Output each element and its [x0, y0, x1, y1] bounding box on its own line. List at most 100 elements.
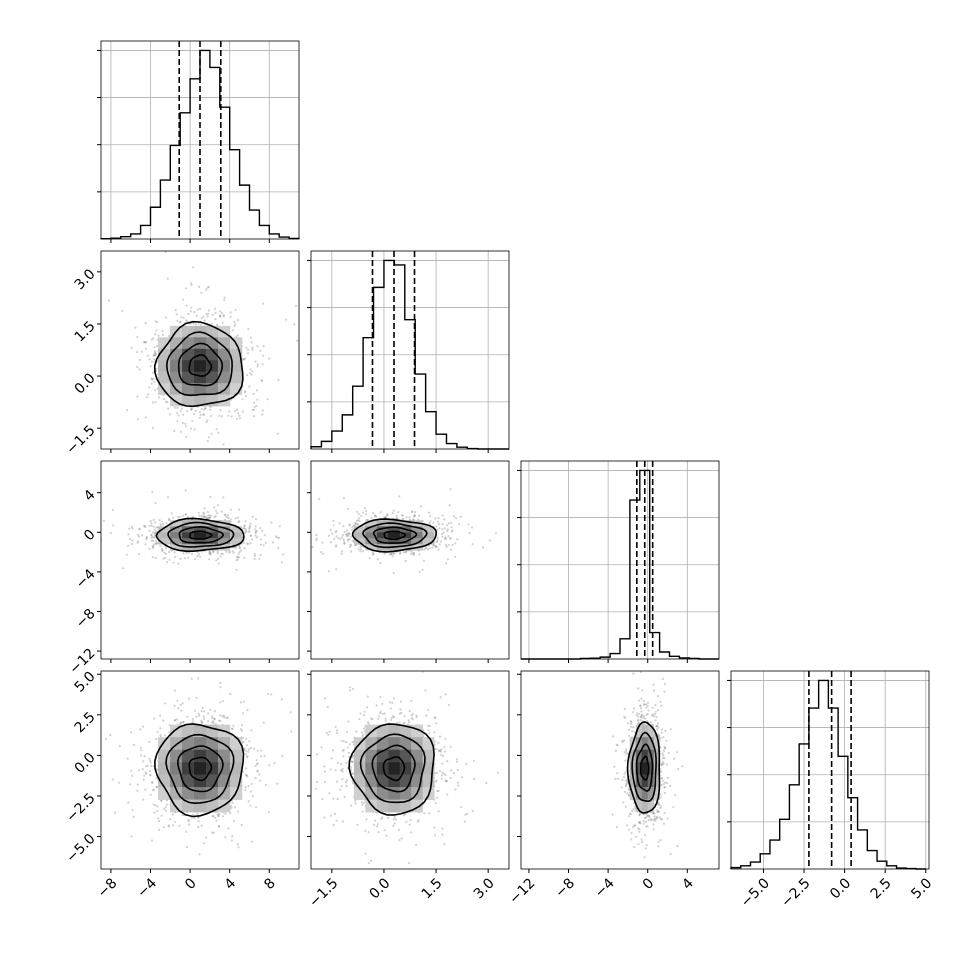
density-cell	[194, 360, 207, 373]
scatter-point	[365, 818, 368, 821]
scatter-point	[219, 555, 222, 558]
scatter-point	[633, 824, 636, 827]
scatter-point	[198, 285, 201, 288]
scatter-point	[392, 509, 395, 512]
scatter-point	[418, 553, 421, 556]
scatter-point	[146, 764, 149, 767]
scatter-point	[322, 552, 325, 555]
scatter-point	[201, 707, 204, 710]
scatter-point	[441, 771, 444, 774]
scatter-point	[637, 827, 640, 830]
scatter-point	[157, 396, 161, 399]
scatter-point	[639, 719, 642, 722]
density-cell	[422, 749, 435, 763]
scatter-point	[355, 519, 358, 523]
scatter-point	[640, 838, 643, 841]
scatter-point	[180, 709, 183, 712]
scatter-point	[639, 812, 642, 815]
scatter-point	[256, 345, 259, 348]
scatter-point	[336, 798, 339, 801]
density-cell	[641, 762, 649, 775]
contour-line-1	[371, 744, 416, 793]
scatter-point	[158, 519, 161, 522]
scatter-point	[652, 715, 656, 718]
scatter-point	[154, 530, 157, 533]
density-cell	[182, 538, 195, 545]
scatter-point	[374, 819, 377, 822]
scatter-point	[665, 763, 668, 766]
scatter-point	[448, 504, 451, 507]
scatter-point	[345, 535, 348, 538]
scatter-point	[71, 703, 73, 705]
scatter-point	[245, 755, 249, 759]
scatter-point	[656, 709, 660, 712]
scatter-point	[332, 797, 335, 800]
scatter-point	[184, 287, 187, 290]
scatter-point	[345, 784, 348, 788]
scatter-point	[444, 693, 447, 696]
scatter-point	[650, 714, 654, 717]
scatter-point	[371, 551, 374, 554]
scatter-point	[627, 722, 630, 725]
scatter-point	[209, 708, 212, 711]
scatter-point	[427, 729, 430, 732]
scatter-point	[176, 699, 179, 702]
scatter-point	[184, 422, 187, 425]
scatter-point	[245, 774, 248, 777]
contour-line-2	[167, 521, 235, 548]
scatter-point	[186, 715, 189, 718]
scatter-point	[434, 517, 437, 520]
scatter-point	[240, 729, 243, 732]
scatter-point	[393, 822, 396, 825]
scatter-point	[160, 547, 163, 550]
scatter-point	[392, 697, 396, 700]
scatter-point	[176, 718, 179, 721]
density-cell	[217, 360, 231, 373]
scatter-point	[657, 845, 660, 848]
scatter-point	[438, 543, 441, 546]
scatter-point	[242, 700, 245, 703]
scatter-point	[261, 409, 264, 412]
scatter-point	[162, 808, 166, 811]
density-cell	[158, 749, 171, 763]
scatter-point	[209, 552, 212, 555]
scatter-point	[216, 512, 219, 515]
scatter-point	[431, 546, 434, 549]
scatter-point	[186, 410, 189, 413]
scatter-point	[467, 523, 470, 526]
scatter-point	[409, 819, 412, 822]
scatter-point	[127, 544, 130, 547]
scatter-point	[229, 735, 232, 738]
scatter-point	[155, 367, 158, 370]
scatter-point	[187, 312, 190, 316]
scatter-point	[237, 552, 240, 555]
scatter-point	[666, 666, 668, 668]
scatter-point	[145, 536, 148, 539]
density-cell	[376, 532, 389, 539]
scatter-point	[361, 810, 364, 813]
scatter-point	[655, 816, 659, 820]
scatter-point	[405, 820, 408, 823]
scatter-point	[442, 531, 445, 535]
scatter-point	[190, 407, 193, 410]
scatter-point	[243, 357, 246, 360]
density-cell	[365, 538, 378, 545]
scatter-point	[358, 517, 361, 520]
scatter-point	[342, 748, 345, 751]
density-panel-3-1	[307, 670, 510, 873]
scatter-point	[443, 537, 446, 541]
scatter-point	[152, 518, 155, 522]
scatter-point	[164, 547, 167, 550]
scatter-point	[111, 508, 114, 511]
scatter-point	[348, 743, 352, 746]
scatter-point	[132, 815, 135, 819]
scatter-point	[247, 750, 250, 753]
density-cell	[217, 532, 231, 539]
scatter-point	[156, 542, 159, 545]
scatter-point	[249, 522, 252, 525]
density-cell	[182, 348, 195, 361]
scatter-point	[148, 740, 151, 743]
scatter-point	[654, 710, 658, 713]
density-cell	[422, 532, 435, 539]
density-cell	[217, 337, 231, 350]
